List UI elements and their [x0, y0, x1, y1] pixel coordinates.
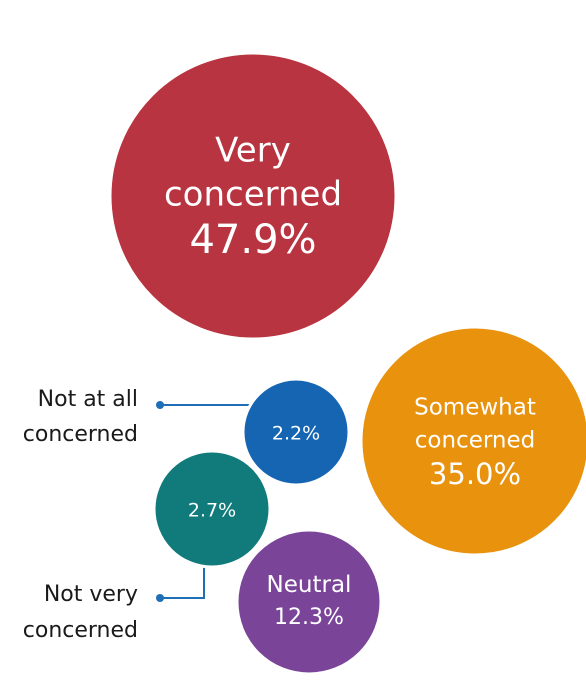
bubble-not-very-concerned-circle — [152, 449, 272, 569]
bubble-very-concerned-label: Very — [215, 131, 291, 171]
bubble-very-concerned-label: concerned — [164, 175, 342, 215]
bubble-not-very-concerned: 2.7% — [152, 449, 272, 569]
not-very-concerned-callout-label: Not very — [44, 582, 138, 607]
bubble-not-at-all-concerned: 2.2% — [241, 377, 351, 487]
bubble-somewhat-concerned-circle — [359, 325, 586, 557]
bubble-somewhat-concerned: Somewhat concerned 35.0% — [359, 325, 586, 557]
bubbles: Veryconcerned47.9%Somewhatconcerned35.0%… — [108, 51, 586, 676]
not-very-concerned-callout-label: concerned — [23, 618, 138, 643]
bubble-somewhat-concerned-value: 35.0% — [429, 457, 521, 491]
not-very-concerned-connector-dot — [156, 594, 164, 602]
bubble-very-concerned-value: 47.9% — [189, 217, 316, 263]
callout-connectors — [156, 401, 255, 602]
bubble-somewhat-concerned-label: concerned — [415, 428, 535, 454]
bubble-very-concerned-circle — [108, 51, 398, 341]
bubble-not-at-all-concerned-value: 2.2% — [272, 423, 320, 445]
bubble-neutral-value: 12.3% — [274, 605, 344, 630]
not-at-all-concerned-connector-dot — [156, 401, 164, 409]
bubble-not-at-all-concerned-circle — [241, 377, 351, 487]
bubble-not-very-concerned-value: 2.7% — [188, 500, 236, 522]
not-at-all-concerned-callout-label: concerned — [23, 422, 138, 447]
bubble-somewhat-concerned-label: Somewhat — [414, 395, 536, 421]
bubble-neutral-label: Neutral — [267, 572, 352, 598]
not-very-concerned-connector — [160, 558, 205, 599]
bubble-neutral: Neutral 12.3% — [235, 528, 383, 676]
callout-labels: Not very concerned Not at all concerned — [23, 387, 138, 643]
bubble-neutral-circle — [235, 528, 383, 676]
not-at-all-concerned-callout-label: Not at all — [38, 387, 138, 412]
